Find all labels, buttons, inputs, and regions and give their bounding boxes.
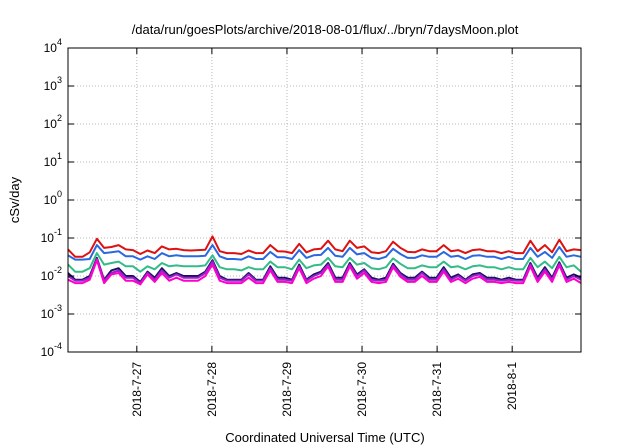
y-tick-exponent: 2	[57, 113, 62, 123]
y-tick-base: 10	[44, 193, 58, 207]
x-tick-label: 2018-7-31	[430, 362, 444, 417]
y-tick-label: 101	[44, 151, 62, 169]
x-tick-label: 2018-7-27	[130, 362, 144, 417]
x-tick-label: 2018-7-28	[205, 362, 219, 417]
x-tick-label: 2018-8-1	[505, 362, 519, 410]
y-tick-exponent: -4	[54, 341, 62, 351]
series-line-6	[67, 259, 582, 286]
y-tick-base: 10	[44, 79, 58, 93]
y-tick-base: 10	[44, 117, 58, 131]
x-axis-label: Coordinated Universal Time (UTC)	[225, 430, 424, 445]
y-tick-exponent: 4	[57, 37, 62, 47]
y-tick-exponent: 0	[57, 189, 62, 199]
x-tick-label: 2018-7-30	[355, 362, 369, 417]
x-tick-label: 2018-7-29	[280, 362, 294, 417]
chart-title: /data/run/goesPlots/archive/2018-08-01/f…	[132, 22, 519, 37]
y-tick-base: 10	[44, 155, 58, 169]
y-tick-label: 10-4	[41, 341, 62, 359]
x-tick-labels: 2018-7-27 2018-7-28 2018-7-29 2018-7-30 2018…	[130, 362, 519, 417]
y-tick-exponent: -2	[54, 265, 62, 275]
grid	[68, 48, 581, 352]
y-tick-label: 10-3	[41, 303, 62, 321]
y-axis-label: cSv/day	[7, 176, 22, 223]
ticks	[68, 47, 581, 353]
y-tick-base: 10	[41, 231, 55, 245]
y-tick-base: 10	[41, 269, 55, 283]
y-tick-exponent: 3	[57, 75, 62, 85]
y-tick-base: 10	[41, 307, 55, 321]
y-tick-label: 104	[44, 37, 62, 55]
y-tick-label: 10-1	[41, 227, 62, 245]
y-tick-label: 102	[44, 113, 62, 131]
y-tick-label: 100	[44, 189, 62, 207]
y-tick-exponent: 1	[57, 151, 62, 161]
series-layer	[67, 235, 582, 286]
series-line-1	[67, 235, 582, 258]
y-tick-base: 10	[44, 41, 58, 55]
y-tick-exponent: -1	[54, 227, 62, 237]
y-tick-label: 103	[44, 75, 62, 93]
y-tick-exponent: -3	[54, 303, 62, 313]
series-line-2	[67, 244, 582, 261]
y-tick-base: 10	[41, 345, 55, 359]
series-line-5	[67, 258, 582, 285]
y-tick-label: 10-2	[41, 265, 62, 283]
plot-frame	[67, 47, 582, 353]
series-line-3	[67, 252, 582, 273]
